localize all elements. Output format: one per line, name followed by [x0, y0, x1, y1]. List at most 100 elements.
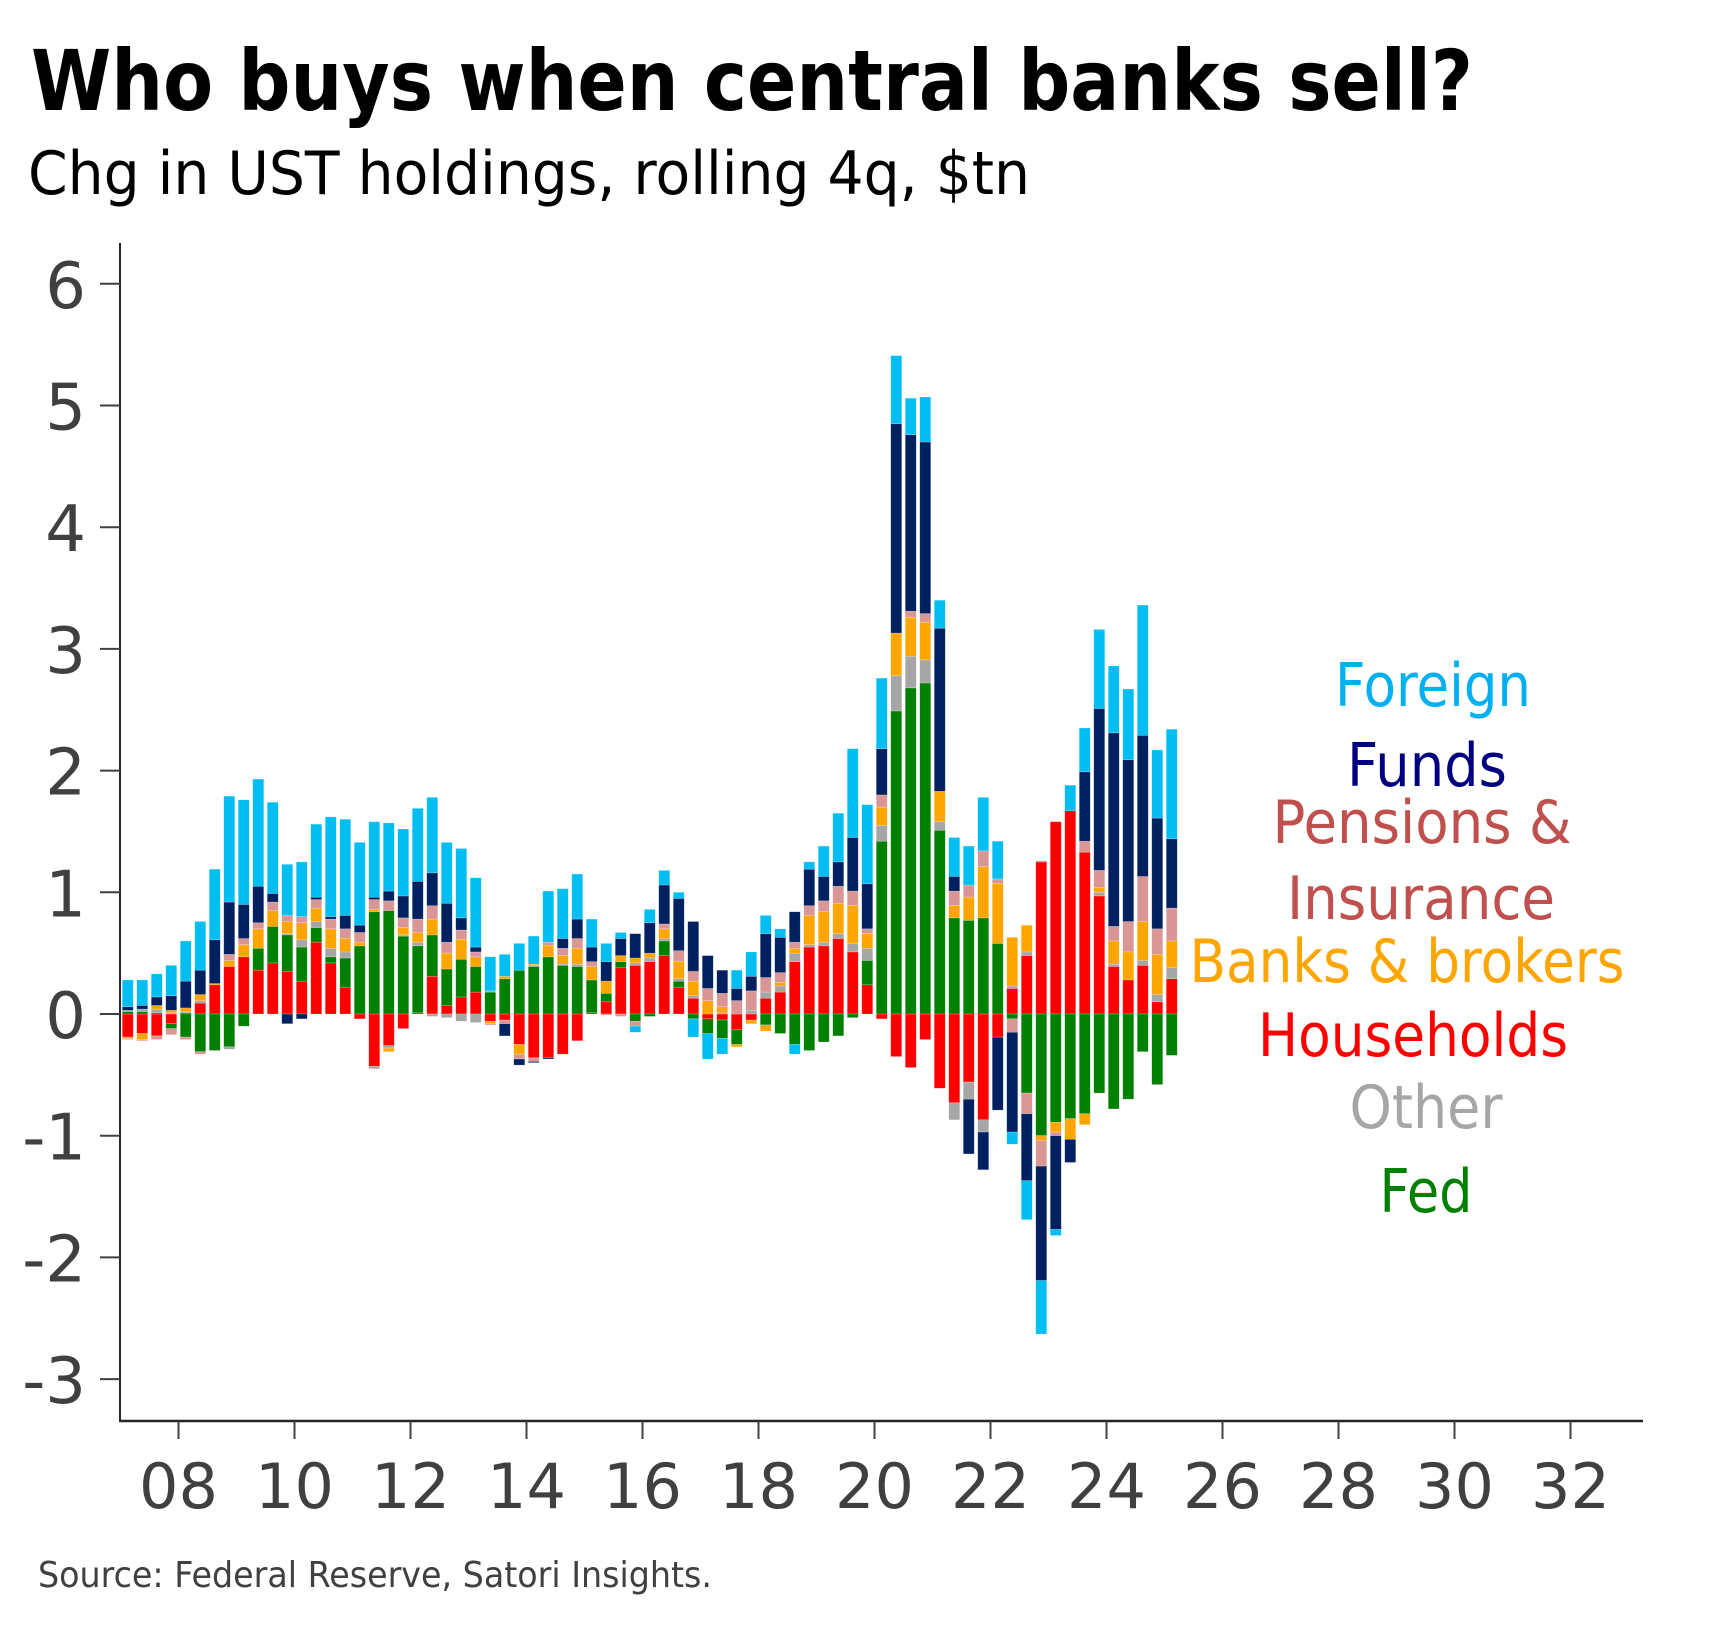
bar-segment-banks	[846, 905, 859, 944]
bar-segment-other	[890, 675, 903, 712]
bar-segment-other	[745, 1010, 758, 1015]
bar-segment-other	[861, 947, 874, 961]
bar-segment-fed	[295, 946, 308, 982]
bar-segment-fed	[469, 966, 482, 993]
bar-segment-funds	[904, 434, 917, 612]
bar-stack	[832, 812, 845, 1037]
bar-segment-banks	[165, 1010, 178, 1014]
bar-segment-pensions	[339, 928, 352, 939]
bar-segment-fed	[875, 840, 888, 1015]
bar-segment-foreign	[991, 840, 1004, 880]
bar-segment-funds	[397, 895, 410, 919]
bar-segment-households	[1136, 965, 1149, 1015]
bar-segment-foreign	[658, 870, 671, 886]
bar-stack	[1020, 924, 1033, 1220]
bar-segment-fed	[121, 1011, 134, 1015]
bar-segment-foreign	[1049, 1229, 1062, 1236]
x-tick-label: 28	[1299, 1450, 1378, 1523]
bar-stack	[890, 355, 903, 1057]
bar-stack	[194, 921, 207, 1055]
bar-segment-foreign	[513, 943, 526, 971]
bar-segment-households	[1006, 988, 1019, 1015]
bar-segment-other	[1020, 951, 1033, 956]
bar-segment-banks	[484, 1020, 497, 1025]
bar-segment-fed	[353, 945, 366, 1015]
bar-segment-fed	[194, 1013, 207, 1053]
bar-segment-banks	[179, 1007, 192, 1012]
bar-segment-fed	[803, 1013, 816, 1051]
bar-segment-banks	[788, 947, 801, 954]
bar-segment-fed	[774, 1013, 787, 1034]
bar-segment-pensions	[1049, 1131, 1062, 1137]
bar-segment-households	[629, 965, 642, 1015]
bar-segment-fed	[179, 1013, 192, 1038]
legend-fed: Fed	[1380, 1157, 1473, 1227]
bar-segment-funds	[875, 748, 888, 796]
bar-segment-other	[672, 978, 685, 982]
bar-segment-other	[904, 655, 917, 689]
bar-segment-pensions	[948, 890, 961, 906]
bar-segment-foreign	[150, 973, 163, 998]
bar-segment-other	[1035, 860, 1048, 863]
bar-stack	[556, 888, 569, 1055]
x-tick-label: 20	[835, 1450, 914, 1523]
bar-stack	[150, 973, 163, 1040]
bar-segment-banks	[281, 921, 294, 934]
bar-segment-fed	[977, 917, 990, 1015]
bar-segment-fed	[1107, 1013, 1120, 1110]
bar-segment-banks	[933, 790, 946, 823]
bar-segment-foreign	[527, 935, 540, 965]
bar-segment-fed	[1064, 1013, 1077, 1119]
bar-segment-foreign	[803, 861, 816, 870]
y-tick-label: -3	[22, 1345, 86, 1419]
bar-segment-other	[1107, 963, 1120, 967]
y-tick-label: 5	[45, 372, 86, 446]
bar-segment-banks	[1020, 924, 1033, 953]
bar-segment-households	[1165, 978, 1178, 1015]
bar-segment-banks	[1093, 887, 1106, 893]
bar-segment-funds	[701, 955, 714, 989]
bar-segment-funds	[121, 1006, 134, 1011]
bar-segment-other	[571, 963, 584, 967]
bar-segment-fed	[571, 966, 584, 1015]
bar-segment-other	[179, 1011, 192, 1014]
bar-segment-funds	[962, 1098, 975, 1155]
bar-segment-fed	[1136, 1013, 1149, 1053]
bar-segment-households	[1151, 1001, 1164, 1015]
bar-segment-fed	[1165, 1013, 1178, 1056]
bar-segment-pensions	[1122, 921, 1135, 953]
bar-segment-funds	[324, 916, 337, 920]
bar-segment-foreign	[165, 965, 178, 997]
bar-segment-foreign	[629, 1025, 642, 1033]
bar-segment-households	[803, 946, 816, 1015]
y-tick-label: 1	[45, 858, 86, 932]
bar-stack	[672, 891, 685, 1015]
bar-segment-pensions	[571, 938, 584, 949]
bar-segment-fed	[585, 979, 598, 1014]
bar-segment-pensions	[223, 954, 236, 961]
bar-segment-pensions	[774, 972, 787, 983]
bar-segment-other	[136, 1008, 149, 1012]
bar-segment-foreign	[1107, 665, 1120, 734]
bar-segment-pensions	[165, 1028, 178, 1035]
bar-segment-foreign	[672, 891, 685, 899]
bar-stack	[991, 840, 1004, 1111]
bar-segment-pensions	[498, 1019, 511, 1025]
bar-segment-funds	[1165, 838, 1178, 909]
bar-segment-banks	[774, 982, 787, 987]
bar-segment-funds	[643, 922, 656, 954]
bar-segment-funds	[933, 627, 946, 792]
bar-segment-funds	[571, 918, 584, 939]
bar-stack	[208, 868, 221, 1051]
bar-segment-pensions	[440, 941, 453, 954]
bar-segment-funds	[977, 1131, 990, 1171]
bar-segment-pensions	[1020, 1092, 1033, 1115]
bar-segment-foreign	[208, 868, 221, 941]
bar-stack	[527, 935, 540, 1063]
bar-segment-households	[194, 1002, 207, 1015]
bar-segment-foreign	[281, 864, 294, 916]
bar-segment-other	[919, 659, 932, 684]
bar-segment-funds	[745, 975, 758, 992]
legend-other: Other	[1350, 1073, 1503, 1143]
bar-segment-other	[339, 951, 352, 959]
